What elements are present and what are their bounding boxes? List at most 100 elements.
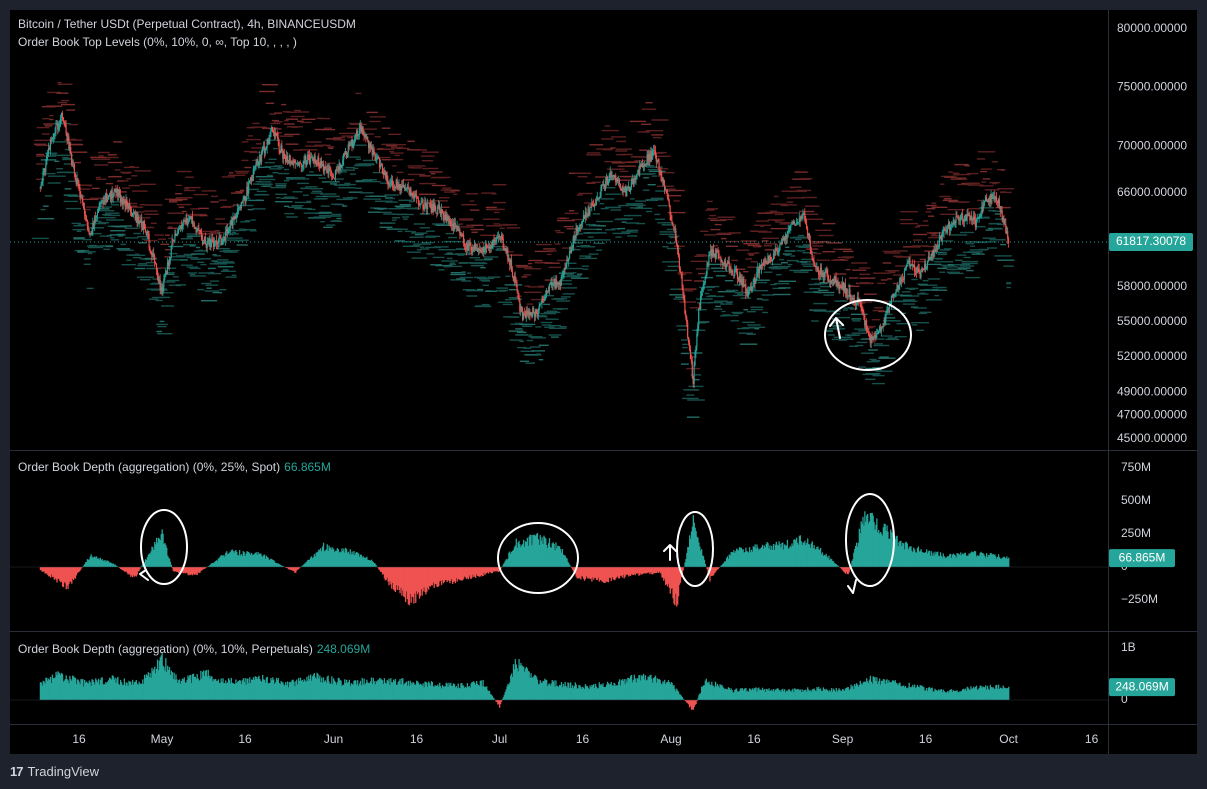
order-level-mark bbox=[966, 172, 979, 175]
spot-depth-bar bbox=[689, 538, 692, 567]
order-level-mark bbox=[247, 188, 259, 191]
candle-body bbox=[194, 227, 196, 229]
order-level-mark bbox=[1000, 243, 1007, 246]
spot-depth-bar bbox=[758, 550, 760, 567]
candle-body bbox=[93, 222, 95, 226]
order-level-mark bbox=[590, 232, 602, 234]
spot-depth-bar bbox=[99, 557, 102, 567]
spot-depth-bar bbox=[106, 560, 108, 567]
order-level-mark bbox=[800, 261, 808, 263]
candle-body bbox=[951, 224, 953, 226]
order-level-mark bbox=[406, 251, 421, 253]
spot-depth-bar bbox=[748, 552, 750, 567]
order-level-mark bbox=[544, 295, 554, 297]
order-level-mark bbox=[434, 200, 448, 202]
perp-depth-bar bbox=[155, 673, 157, 700]
spot-depth-bar bbox=[595, 567, 598, 580]
order-level-mark bbox=[616, 148, 632, 150]
candle-body bbox=[989, 197, 991, 203]
candle-body bbox=[54, 132, 56, 134]
order-level-mark bbox=[363, 180, 381, 183]
perp-depth-bar bbox=[127, 685, 129, 700]
candle-body bbox=[863, 312, 865, 315]
spot-depth-bar bbox=[899, 541, 901, 567]
candle-body bbox=[903, 270, 905, 280]
order-level-mark bbox=[735, 268, 746, 270]
order-level-mark bbox=[469, 257, 480, 259]
candle-body bbox=[886, 310, 888, 313]
order-level-mark bbox=[556, 300, 570, 302]
spot-depth-bar bbox=[811, 541, 813, 567]
candle-body bbox=[261, 152, 263, 163]
order-level-mark bbox=[743, 243, 760, 245]
spot-depth-bar bbox=[357, 553, 360, 567]
spot-depth-bar bbox=[585, 567, 588, 577]
spot-depth-bar bbox=[278, 564, 280, 567]
spot-depth-bar bbox=[728, 554, 730, 567]
candle-body bbox=[548, 284, 550, 292]
order-level-mark bbox=[961, 262, 978, 265]
spot-depth-bar bbox=[466, 567, 469, 578]
spot-depth-bar bbox=[760, 547, 763, 567]
order-level-mark bbox=[470, 228, 485, 231]
spot-depth-bar bbox=[606, 567, 608, 582]
order-level-mark bbox=[385, 201, 398, 203]
order-level-mark bbox=[548, 327, 567, 329]
order-level-mark bbox=[645, 102, 653, 104]
order-level-mark bbox=[250, 230, 257, 232]
candle-body bbox=[800, 216, 802, 222]
order-level-mark bbox=[662, 261, 680, 263]
candle-body bbox=[197, 227, 199, 230]
spot-depth-bar bbox=[706, 567, 708, 570]
order-level-mark bbox=[942, 266, 959, 268]
order-level-mark bbox=[407, 140, 415, 142]
spot-depth-bar bbox=[115, 565, 117, 567]
candle-body bbox=[348, 144, 350, 147]
order-level-mark bbox=[435, 224, 453, 226]
spot-depth-bar bbox=[377, 567, 379, 568]
candle-body bbox=[66, 133, 68, 141]
candle-body bbox=[933, 249, 935, 253]
spot-depth-bar bbox=[594, 567, 596, 578]
spot-depth-bar bbox=[246, 551, 248, 567]
candle-body bbox=[321, 163, 324, 166]
order-level-mark bbox=[140, 183, 156, 185]
candle-body bbox=[728, 261, 730, 271]
spot-depth-bar bbox=[286, 567, 288, 568]
spot-depth-bar bbox=[146, 557, 149, 567]
spot-depth-bar bbox=[281, 565, 283, 567]
candle-body bbox=[700, 291, 703, 297]
spot-depth-bar bbox=[867, 523, 870, 567]
order-level-mark bbox=[715, 233, 732, 235]
spot-depth-bar bbox=[321, 546, 324, 567]
order-level-mark bbox=[859, 273, 871, 275]
order-level-mark bbox=[666, 195, 682, 197]
candle-body bbox=[882, 323, 884, 328]
order-level-mark bbox=[884, 252, 901, 254]
order-level-mark bbox=[1006, 282, 1012, 285]
candle-body bbox=[984, 201, 986, 203]
candle-body bbox=[124, 201, 126, 207]
order-level-mark bbox=[83, 258, 91, 260]
candle-body bbox=[582, 215, 585, 222]
order-level-mark bbox=[207, 267, 216, 270]
spot-depth-bar bbox=[248, 552, 250, 567]
order-level-mark bbox=[667, 242, 675, 244]
spot-depth-bar bbox=[49, 567, 52, 578]
order-level-mark bbox=[840, 258, 845, 261]
candle-body bbox=[595, 199, 597, 205]
candle-body bbox=[546, 290, 549, 292]
order-level-mark bbox=[63, 194, 78, 196]
order-level-mark bbox=[971, 253, 985, 255]
candle-body bbox=[177, 231, 179, 235]
order-level-mark bbox=[682, 343, 688, 346]
order-level-mark bbox=[909, 254, 926, 256]
spot-depth-bar bbox=[703, 559, 706, 567]
spot-depth-bar bbox=[800, 541, 802, 567]
order-level-mark bbox=[578, 192, 593, 195]
order-level-mark bbox=[396, 171, 404, 173]
candle-body bbox=[576, 227, 578, 232]
candle-body bbox=[935, 248, 937, 250]
order-level-mark bbox=[310, 192, 323, 194]
order-level-mark bbox=[958, 173, 971, 176]
